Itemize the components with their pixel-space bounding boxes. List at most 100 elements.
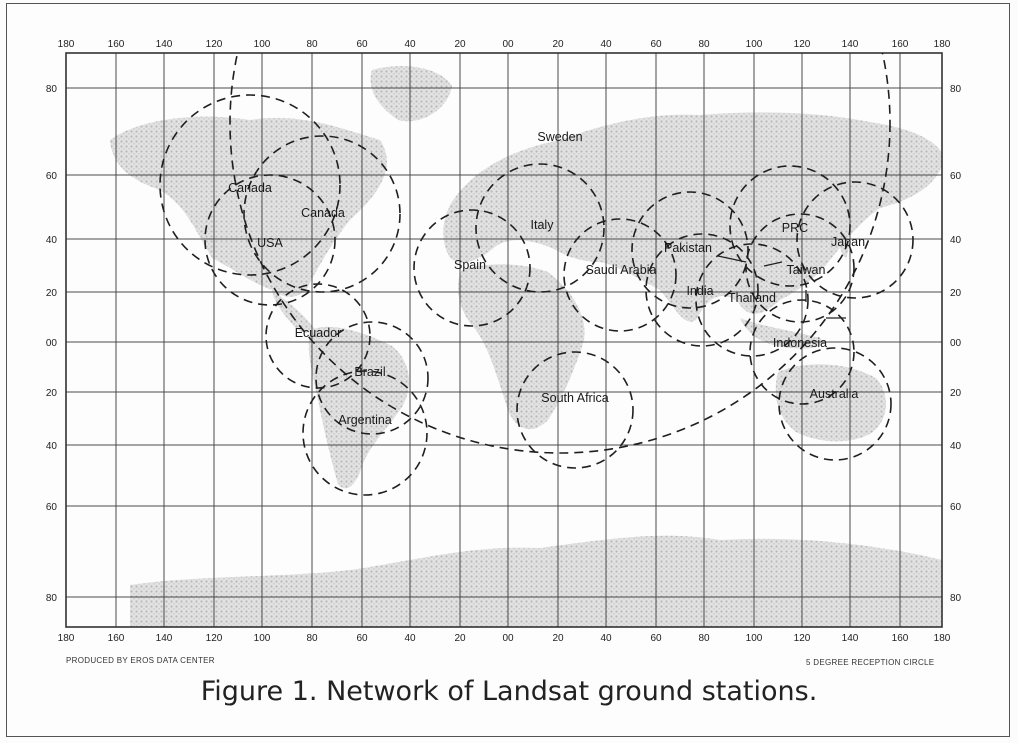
latitude-label-left: 40	[46, 441, 58, 452]
longitude-label-top: 140	[156, 39, 173, 50]
latitude-label-left: 80	[46, 593, 58, 604]
longitude-label-bottom: 160	[108, 633, 125, 644]
country-label-sweden: Sweden	[537, 130, 582, 144]
reception-circle-canada-east	[243, 135, 401, 293]
reception-circle-spain	[413, 209, 531, 327]
longitude-label-bottom: 120	[794, 633, 811, 644]
reception-circle-japan	[796, 181, 914, 299]
longitude-label-bottom: 20	[454, 633, 466, 644]
longitude-label-top: 180	[934, 39, 951, 50]
longitude-label-bottom: 40	[404, 633, 416, 644]
latitude-label-right: 40	[950, 441, 962, 452]
country-label-italy: Italy	[531, 218, 555, 232]
longitude-label-bottom: 120	[206, 633, 223, 644]
reception-circle-thailand	[695, 243, 809, 357]
longitude-label-top: 40	[600, 39, 612, 50]
longitude-label-top: 00	[502, 39, 514, 50]
latitude-label-right: 00	[950, 338, 962, 349]
country-label-ecuador: Ecuador	[295, 326, 342, 340]
reception-circle-saudi-arabia	[563, 218, 677, 332]
longitude-label-top: 180	[58, 39, 75, 50]
longitude-label-bottom: 20	[552, 633, 564, 644]
latitude-label-left: 60	[46, 171, 58, 182]
south-america-land	[308, 326, 410, 489]
reception-circle-brazil	[315, 321, 429, 435]
longitude-label-top: 80	[306, 39, 318, 50]
latitude-label-right: 60	[950, 171, 962, 182]
north-america-land	[110, 116, 387, 297]
longitude-label-top: 60	[356, 39, 368, 50]
longitude-label-top: 60	[650, 39, 662, 50]
country-label-argentina: Argentina	[338, 413, 392, 427]
country-label-spain: Spain	[454, 258, 486, 272]
figure-caption: Figure 1. Network of Landsat ground stat…	[200, 676, 818, 707]
longitude-label-top: 20	[454, 39, 466, 50]
longitude-label-bottom: 00	[502, 633, 514, 644]
country-label-india: India	[686, 284, 713, 298]
longitude-label-bottom: 100	[746, 633, 763, 644]
longitude-label-top: 80	[698, 39, 710, 50]
country-label-south-africa: South Africa	[541, 391, 608, 405]
latitude-label-left: 00	[46, 338, 58, 349]
producer-note: PRODUCED BY EROS DATA CENTER	[66, 656, 215, 665]
latitude-label-left: 80	[46, 84, 58, 95]
longitude-label-bottom: 140	[842, 633, 859, 644]
latitude-label-right: 60	[950, 502, 962, 513]
latitude-label-right: 20	[950, 288, 962, 299]
reception-circle-prc	[729, 165, 851, 287]
map-border	[65, 52, 943, 628]
australia-land	[775, 364, 887, 442]
reception-circle-note: 5 DEGREE RECEPTION CIRCLE	[806, 658, 935, 667]
country-label-usa: USA	[257, 236, 283, 250]
country-label-thailand: Thailand	[728, 291, 776, 305]
longitude-label-bottom: 60	[356, 633, 368, 644]
country-label-canada-west: Canada	[228, 181, 272, 195]
longitude-label-bottom: 40	[600, 633, 612, 644]
reception-circle-canada-west	[159, 94, 341, 276]
country-label-prc: PRC	[782, 221, 808, 235]
country-label-taiwan: Taiwan	[787, 263, 826, 277]
longitude-label-top: 120	[206, 39, 223, 50]
longitude-label-top: 120	[794, 39, 811, 50]
longitude-label-top: 160	[108, 39, 125, 50]
latitude-label-right: 20	[950, 388, 962, 399]
reception-circle-south-africa	[516, 351, 634, 469]
country-label-japan: Japan	[831, 235, 865, 249]
reception-circle-indonesia	[749, 299, 855, 405]
longitude-label-bottom: 180	[58, 633, 75, 644]
longitude-label-top: 140	[842, 39, 859, 50]
longitude-label-bottom: 140	[156, 633, 173, 644]
latitude-label-left: 20	[46, 388, 58, 399]
longitude-label-bottom: 60	[650, 633, 662, 644]
country-label-saudi-arabia: Saudi Arabia	[586, 263, 657, 277]
reception-circle-taiwan	[745, 213, 855, 323]
longitude-label-top: 100	[254, 39, 271, 50]
country-label-indonesia: Indonesia	[773, 336, 827, 350]
longitude-label-top: 40	[404, 39, 416, 50]
longitude-label-bottom: 180	[934, 633, 951, 644]
africa-land	[457, 264, 585, 430]
latitude-label-right: 40	[950, 235, 962, 246]
reception-circle-sweden	[229, 53, 891, 454]
longitude-label-top: 20	[552, 39, 564, 50]
latitude-label-left: 20	[46, 288, 58, 299]
longitude-label-bottom: 80	[698, 633, 710, 644]
country-labels: Sweden Canada Canada USA Spain Italy Saudi Ara…	[228, 130, 865, 427]
eurasia-land	[443, 112, 942, 322]
station-arrows	[717, 255, 846, 319]
antarctica-land	[130, 535, 942, 627]
latitude-label-left: 60	[46, 502, 58, 513]
country-label-pakistan: Pakistan	[664, 241, 712, 255]
land-masses	[110, 66, 942, 627]
latitude-label-right: 80	[950, 593, 962, 604]
reception-circle-argentina	[302, 370, 428, 496]
reception-circle-india	[645, 233, 759, 347]
country-label-australia: Australia	[810, 387, 859, 401]
longitude-label-top: 100	[746, 39, 763, 50]
reception-circle-italy	[475, 163, 605, 293]
longitude-label-bottom: 80	[306, 633, 318, 644]
country-label-brazil: Brazil	[354, 365, 385, 379]
longitude-label-bottom: 160	[892, 633, 909, 644]
